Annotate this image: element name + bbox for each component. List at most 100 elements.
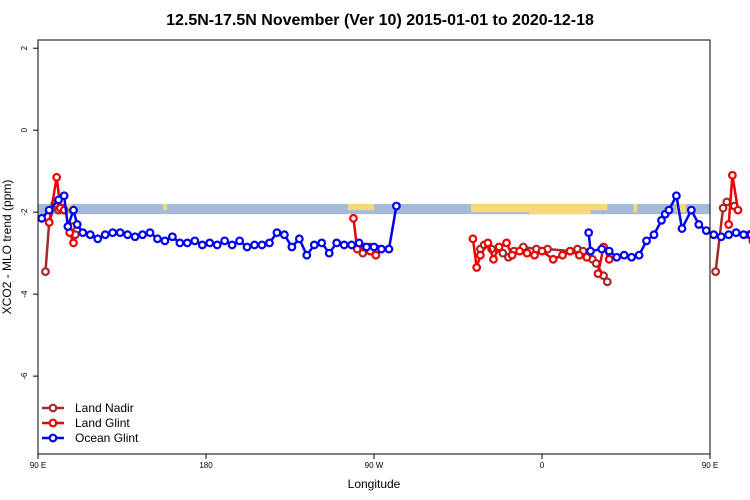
x-tick-label: 180: [199, 461, 213, 470]
data-point: [489, 254, 498, 264]
data-point: [108, 228, 118, 238]
y-axis: 2 0 -2 -4 -6: [20, 45, 38, 380]
data-point: [197, 240, 207, 250]
data-point: [339, 240, 349, 250]
data-point: [309, 240, 319, 250]
data-point: [332, 238, 342, 248]
legend-marker: [48, 433, 58, 443]
data-point: [593, 269, 603, 279]
data-point: [227, 240, 237, 250]
data-point: [153, 234, 162, 244]
data-point: [612, 252, 622, 262]
data-point: [265, 238, 274, 248]
series-land-glint: [44, 170, 750, 279]
data-point: [718, 203, 728, 213]
land-patch: [163, 203, 167, 211]
data-point: [182, 238, 192, 248]
data-point: [41, 267, 50, 276]
surface-type-band: [38, 203, 727, 215]
data-point: [515, 246, 524, 256]
y-tick-label: -2: [20, 208, 29, 216]
data-point: [476, 250, 485, 260]
data-point: [287, 242, 297, 252]
data-point: [716, 232, 726, 242]
legend-item: Land Nadir: [42, 401, 134, 415]
data-point: [604, 246, 614, 256]
data-point: [483, 238, 493, 248]
data-point: [597, 244, 607, 254]
legend-label: Ocean Glint: [75, 431, 139, 445]
data-point: [220, 236, 230, 246]
data-point: [272, 228, 282, 238]
data-point: [317, 238, 327, 248]
data-point: [522, 248, 532, 258]
data-point: [349, 213, 358, 223]
data-point: [582, 252, 592, 262]
y-axis-label: XCO2 - MLO trend (ppm): [0, 180, 14, 315]
y-tick-label: 2: [20, 45, 29, 50]
data-point: [711, 267, 720, 276]
x-tick-label: 90 E: [30, 461, 46, 470]
data-point: [257, 240, 267, 250]
land-patch: [347, 203, 374, 211]
data-point: [728, 170, 737, 180]
data-point: [69, 238, 78, 248]
data-point: [130, 232, 140, 242]
data-point: [739, 230, 748, 240]
data-point: [175, 238, 185, 248]
data-point: [602, 277, 612, 287]
x-tick-label: 0: [540, 461, 545, 470]
data-point: [59, 191, 69, 201]
data-point: [371, 250, 381, 260]
data-point: [627, 252, 636, 262]
data-point: [69, 205, 78, 215]
data-point: [44, 205, 54, 215]
land-patch: [676, 203, 686, 213]
data-point: [242, 242, 252, 252]
data-point: [574, 250, 584, 260]
data-point: [709, 230, 719, 240]
legend-label: Land Glint: [75, 416, 130, 430]
series-layer: [37, 170, 750, 287]
data-point: [354, 238, 364, 248]
data-point: [677, 224, 687, 233]
data-point: [498, 248, 508, 258]
data-point: [586, 246, 595, 256]
data-point: [384, 244, 394, 254]
data-point: [115, 228, 125, 238]
data-point: [664, 205, 674, 215]
data-point: [302, 250, 312, 260]
data-point: [167, 232, 177, 242]
data-point: [502, 238, 511, 248]
data-point: [584, 228, 594, 238]
data-point: [347, 240, 357, 250]
data-point: [672, 191, 681, 201]
data-point: [190, 236, 200, 246]
data-point: [44, 218, 54, 227]
data-point: [362, 242, 371, 252]
data-point: [54, 195, 63, 205]
legend-marker: [48, 403, 58, 413]
data-point: [235, 236, 245, 246]
data-point: [369, 242, 379, 252]
land-patch: [633, 203, 638, 213]
legend-label: Land Nadir: [75, 401, 134, 415]
data-point: [724, 230, 734, 240]
data-point: [294, 234, 304, 244]
data-point: [63, 222, 73, 231]
data-point: [280, 230, 289, 240]
data-point: [250, 240, 259, 250]
data-point: [100, 230, 110, 240]
data-point: [733, 205, 743, 215]
data-point: [530, 250, 539, 260]
data-point: [123, 230, 132, 240]
data-point: [52, 172, 62, 182]
data-point: [724, 220, 734, 229]
y-tick-label: -6: [20, 372, 29, 380]
data-point: [634, 250, 644, 260]
data-point: [701, 226, 711, 236]
land-patch: [528, 203, 591, 215]
legend-item: Ocean Glint: [42, 431, 139, 445]
